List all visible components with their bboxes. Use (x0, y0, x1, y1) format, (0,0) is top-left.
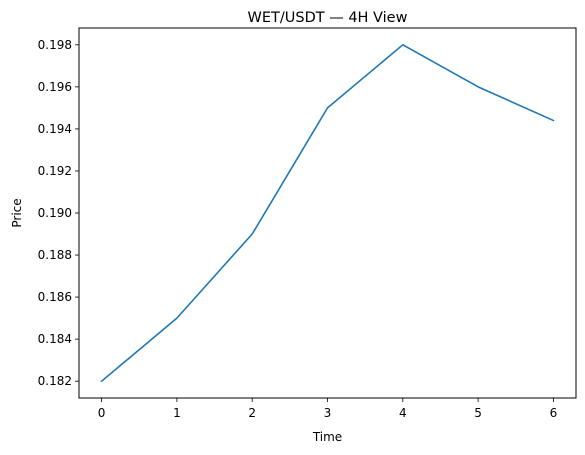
plot-area (100, 44, 555, 383)
x-tick-label: 6 (550, 406, 558, 420)
x-tick-label: 3 (324, 406, 332, 420)
x-axis-label: Time (312, 430, 342, 444)
x-tick-label: 1 (173, 406, 181, 420)
y-tick-label: 0.192 (38, 164, 72, 178)
y-tick-label: 0.186 (38, 290, 72, 304)
x-axis: 0 1 2 3 4 5 6 (98, 398, 557, 420)
y-tick-label: 0.182 (38, 374, 72, 388)
y-tick-label: 0.190 (38, 206, 72, 220)
y-axis: 0.182 0.184 0.186 0.188 0.190 0.192 0.194 0.196… (38, 38, 79, 388)
price-line-series-0 (100, 44, 555, 383)
y-tick-label: 0.184 (38, 332, 72, 346)
x-tick-label: 0 (98, 406, 106, 420)
x-tick-label: 2 (248, 406, 256, 420)
y-tick-label: 0.194 (38, 122, 72, 136)
chart-title: WET/USDT — 4H View (248, 10, 408, 26)
y-axis-label: Price (10, 198, 24, 227)
y-tick-label: 0.188 (38, 248, 72, 262)
y-tick-label: 0.198 (38, 38, 72, 52)
plot-frame (78, 27, 577, 399)
y-tick-label: 0.196 (38, 80, 72, 94)
x-tick-label: 4 (399, 406, 407, 420)
x-tick-label: 5 (474, 406, 482, 420)
